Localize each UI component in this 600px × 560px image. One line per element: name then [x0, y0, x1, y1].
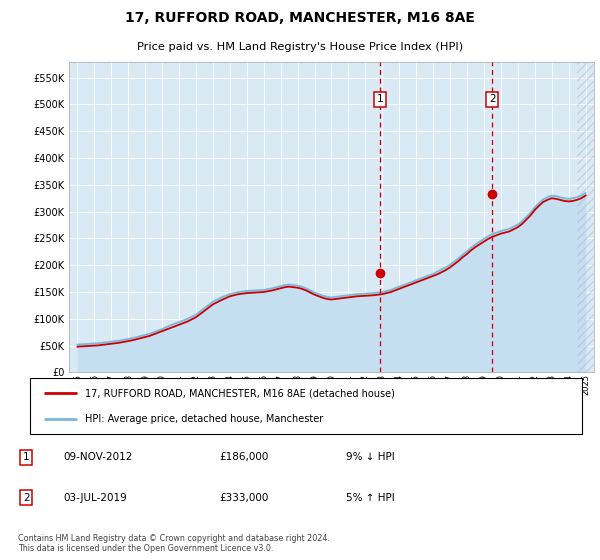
- Text: 1: 1: [377, 94, 383, 104]
- Bar: [577, 62, 600, 372]
- Text: 17, RUFFORD ROAD, MANCHESTER, M16 8AE: 17, RUFFORD ROAD, MANCHESTER, M16 8AE: [125, 11, 475, 25]
- Text: 03-JUL-2019: 03-JUL-2019: [64, 493, 128, 503]
- Text: £186,000: £186,000: [220, 452, 269, 462]
- Text: 09-NOV-2012: 09-NOV-2012: [64, 452, 133, 462]
- Text: £333,000: £333,000: [220, 493, 269, 503]
- Text: 9% ↓ HPI: 9% ↓ HPI: [346, 452, 395, 462]
- Text: 2: 2: [489, 94, 496, 104]
- Text: Price paid vs. HM Land Registry's House Price Index (HPI): Price paid vs. HM Land Registry's House …: [137, 42, 463, 52]
- Text: Contains HM Land Registry data © Crown copyright and database right 2024.
This d: Contains HM Land Registry data © Crown c…: [18, 534, 329, 553]
- FancyBboxPatch shape: [30, 378, 582, 434]
- Text: 1: 1: [23, 452, 30, 462]
- Text: HPI: Average price, detached house, Manchester: HPI: Average price, detached house, Manc…: [85, 414, 323, 424]
- Text: 2: 2: [23, 493, 30, 503]
- Text: 17, RUFFORD ROAD, MANCHESTER, M16 8AE (detached house): 17, RUFFORD ROAD, MANCHESTER, M16 8AE (d…: [85, 388, 395, 398]
- Text: 5% ↑ HPI: 5% ↑ HPI: [346, 493, 395, 503]
